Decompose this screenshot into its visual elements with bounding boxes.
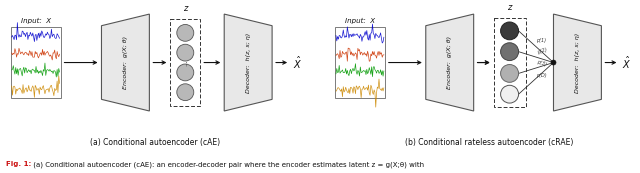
Text: Encoder:  g(X; θ): Encoder: g(X; θ) [123, 36, 128, 89]
Text: Fig. 1:: Fig. 1: [6, 161, 31, 167]
Text: $\hat{X}$: $\hat{X}$ [293, 54, 302, 71]
Circle shape [177, 24, 194, 41]
Text: p(3): p(3) [536, 59, 547, 67]
Text: (a) Conditional autoencoder (cAE): (a) Conditional autoencoder (cAE) [90, 138, 220, 147]
Text: p(2): p(2) [536, 47, 547, 54]
Text: Input:  X: Input: X [345, 18, 375, 24]
Circle shape [500, 22, 518, 40]
Bar [493, 18, 525, 107]
Circle shape [177, 44, 194, 61]
Text: Input:  X: Input: X [20, 18, 51, 24]
Polygon shape [224, 14, 272, 111]
Polygon shape [554, 14, 602, 111]
Bar [11, 27, 61, 98]
Text: Decoder:  h(z, s; η): Decoder: h(z, s; η) [246, 32, 251, 93]
Text: z: z [183, 4, 188, 13]
Text: $\hat{X}$: $\hat{X}$ [622, 54, 632, 71]
Text: p(1): p(1) [536, 38, 547, 43]
Circle shape [500, 65, 518, 82]
Text: Decoder:  h(z, s; η): Decoder: h(z, s; η) [575, 32, 580, 93]
Polygon shape [426, 14, 474, 111]
Circle shape [177, 64, 194, 81]
Bar [335, 27, 385, 98]
Circle shape [551, 60, 556, 65]
Bar [170, 19, 200, 106]
Text: (a) Conditional autoencoder (cAE): an encoder-decoder pair where the encoder est: (a) Conditional autoencoder (cAE): an en… [31, 161, 424, 168]
Text: Encoder:  g(X; θ): Encoder: g(X; θ) [447, 36, 452, 89]
Circle shape [500, 85, 518, 103]
Circle shape [177, 84, 194, 101]
Circle shape [500, 43, 518, 61]
Polygon shape [102, 14, 149, 111]
Text: z: z [508, 3, 512, 12]
Text: ...: ... [182, 59, 188, 66]
Text: p(D): p(D) [536, 73, 547, 78]
Text: (b) Conditional rateless autoencoder (cRAE): (b) Conditional rateless autoencoder (cR… [406, 138, 574, 147]
